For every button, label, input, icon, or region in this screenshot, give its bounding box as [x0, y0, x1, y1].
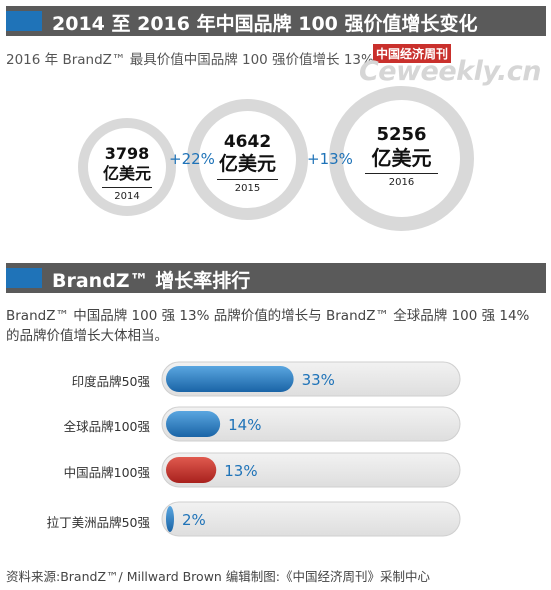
bar-value-label: 13% [224, 462, 257, 480]
bar-fill [166, 457, 217, 483]
top-subtitle: 2016 年 BrandZ™ 最具价值中国品牌 100 强价值增长 13% [6, 52, 374, 68]
ring-2014: 3798 亿美元 2014 [78, 118, 176, 216]
section-header-growth: 2014 至 2016 年中国品牌 100 强价值增长变化 [6, 6, 546, 36]
bar-fill [166, 506, 174, 532]
ring-value: 4642 [223, 132, 272, 152]
bar-category-label: 印度品牌50强 [71, 374, 150, 389]
ring-divider [102, 187, 152, 188]
bar-track [161, 406, 461, 442]
ring-value: 3798 [104, 144, 150, 163]
growth-label-2016: +13% [307, 150, 353, 168]
bar-category-label: 中国品牌100强 [63, 465, 150, 480]
ring-2014-shape [78, 118, 176, 216]
watermark-en: Ceweekly.cn [358, 56, 542, 87]
ranking-description: BrandZ™ 中国品牌 100 强 13% 品牌价值的增长与 BrandZ™ … [6, 308, 530, 344]
bar-category-label: 拉丁美洲品牌50强 [46, 515, 150, 530]
bar-value-label: 33% [302, 371, 335, 389]
section-title: 2014 至 2016 年中国品牌 100 强价值增长变化 [52, 13, 478, 35]
ring-unit: 亿美元 [102, 164, 151, 183]
ring-2015-shape [187, 99, 308, 220]
ring-year: 2016 [388, 177, 415, 188]
watermark-cn: 中国经济周刊 [372, 44, 451, 63]
section-header-ranking: BrandZ™ 增长率排行 [6, 263, 546, 293]
bar-track [161, 452, 461, 488]
ring-2015: 4642 亿美元 2015 [187, 99, 308, 220]
ring-unit: 亿美元 [218, 153, 276, 175]
bar-fill [166, 411, 221, 437]
ring-2016-shape [329, 86, 474, 231]
bar-value-label: 2% [182, 511, 206, 529]
ring-year: 2014 [114, 191, 140, 202]
ring-2016: 5256 亿美元 2016 [329, 86, 474, 231]
ring-unit: 亿美元 [371, 146, 432, 170]
ring-divider [365, 173, 438, 174]
ring-year: 2015 [234, 183, 261, 194]
source-footer: 资料来源:BrandZ™/ Millward Brown 编辑制图:《中国经济周… [6, 569, 431, 584]
bar-track [161, 501, 461, 537]
ring-value: 5256 [376, 124, 427, 145]
ring-divider [217, 179, 278, 180]
section-accent [6, 268, 42, 288]
bar-category-label: 全球品牌100强 [63, 419, 150, 434]
growth-label-2015: +22% [169, 150, 215, 168]
section-accent [6, 11, 42, 31]
bar-fill [166, 366, 294, 392]
section-title: BrandZ™ 增长率排行 [52, 270, 251, 292]
bar-value-label: 14% [228, 416, 261, 434]
